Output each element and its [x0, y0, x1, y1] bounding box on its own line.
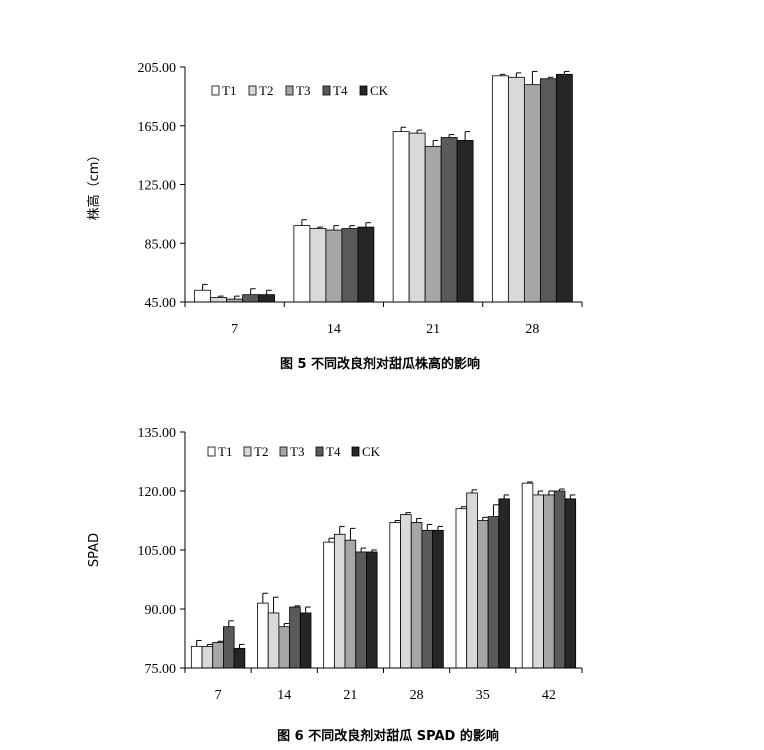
bar-ck-day-7: [258, 294, 276, 303]
legend-label-t2: T2: [254, 444, 268, 459]
bar-ck-day-28: [432, 529, 444, 669]
bar-t1-day-14: [257, 602, 269, 669]
bar-t2-day-35: [466, 492, 478, 669]
bar-t4-day-28: [539, 78, 557, 303]
bar-t3-day-7: [212, 642, 224, 669]
bar-t4-day-35: [487, 516, 500, 669]
bar-t4-day-7: [223, 626, 235, 669]
x-tick-label: 7: [231, 322, 238, 337]
bar-t3-day-14: [278, 626, 290, 669]
bar-t2-day-14: [267, 612, 280, 669]
legend-label-t2: T2: [259, 83, 273, 98]
bar-t2-day-28: [507, 76, 525, 303]
bar-t1-day-35: [455, 508, 468, 669]
bar-t2-day-7: [210, 297, 228, 303]
bar-t2-day-21: [333, 533, 346, 669]
x-tick-label: 35: [476, 688, 490, 703]
bar-t1-day-21: [323, 541, 335, 669]
y-tick-label: 90.00: [145, 603, 177, 618]
legend-swatch-t4: [315, 446, 324, 457]
y-tick-label: 135.00: [138, 426, 177, 441]
bar-t1-day-14: [293, 225, 311, 303]
bar-t3-day-35: [476, 520, 489, 669]
legend-label-ck: CK: [370, 83, 389, 98]
bar-t3-day-42: [543, 494, 555, 669]
figure-caption: 图 6 不同改良剂对甜瓜 SPAD 的影响: [277, 728, 499, 744]
x-tick-label: 21: [426, 322, 440, 337]
bar-t1-day-42: [521, 482, 534, 669]
legend-swatch-ck: [351, 446, 360, 457]
legend-label-t1: T1: [222, 83, 236, 98]
chart-spad: 75.00 90.00 105.00 120.00 135.00 7 14 21 28 35 42 T…: [87, 426, 583, 744]
y-tick-label: 125.00: [138, 179, 177, 194]
y-tick-label: 120.00: [138, 485, 177, 500]
bar-t4-day-42: [553, 490, 566, 669]
x-tick-label: 14: [327, 322, 341, 337]
legend-label-t4: T4: [333, 83, 348, 98]
chart-plant-height: 45.00 85.00 125.00 165.00 205.00 7 14 21 28 T1 T2 T…: [86, 61, 583, 372]
figure-caption: 图 5 不同改良剂对甜瓜株高的影响: [280, 356, 480, 372]
y-tick-label: 165.00: [138, 120, 177, 135]
x-tick-label: 42: [542, 688, 556, 703]
bar-t2-day-42: [532, 494, 544, 669]
bar-t3-day-14: [325, 229, 343, 303]
bar-ck-day-21: [456, 140, 474, 303]
x-tick-label: 14: [277, 688, 291, 703]
x-tick-label: 21: [343, 688, 357, 703]
bar-ck-day-14: [357, 226, 375, 303]
bar-t4-day-21: [355, 551, 367, 669]
bar-t4-day-28: [421, 529, 434, 669]
legend-swatch-t2: [248, 85, 257, 96]
bar-ck-day-42: [564, 498, 577, 669]
x-tick-label: 28: [410, 688, 424, 703]
bar-t1-day-7: [194, 289, 212, 303]
legend-swatch-t3: [279, 446, 288, 457]
y-tick-label: 45.00: [145, 296, 177, 311]
bar-t4-day-14: [289, 606, 301, 669]
bar-t3-day-21: [344, 539, 357, 669]
y-tick-label: 205.00: [138, 61, 177, 76]
y-tick-label: 105.00: [138, 544, 177, 559]
bar-t1-day-28: [491, 75, 509, 303]
legend-label-t4: T4: [326, 444, 341, 459]
bar-t2-day-14: [309, 228, 327, 303]
bar-t3-day-28: [523, 84, 541, 303]
x-tick-label: 7: [215, 688, 222, 703]
legend-swatch-t4: [322, 85, 331, 96]
legend-label-ck: CK: [362, 444, 381, 459]
bar-t3-day-21: [424, 145, 442, 303]
bar-t3-day-28: [410, 522, 423, 669]
y-axis-label: SPAD: [87, 533, 102, 567]
bar-t2-day-28: [400, 514, 412, 669]
bar-t1-day-21: [392, 131, 410, 303]
bar-t1-day-28: [389, 522, 401, 669]
bar-ck-day-28: [555, 73, 573, 303]
bar-t4-day-21: [440, 137, 458, 303]
legend-label-t1: T1: [218, 444, 232, 459]
y-tick-label: 75.00: [145, 662, 177, 677]
legend-swatch-t1: [207, 446, 216, 457]
bar-t2-day-21: [408, 132, 426, 303]
bar-t1-day-7: [190, 645, 203, 669]
bar-ck-day-14: [299, 612, 312, 669]
x-tick-label: 28: [525, 322, 539, 337]
legend-swatch-t3: [285, 85, 294, 96]
legend-swatch-t2: [243, 446, 252, 457]
legend-label-t3: T3: [296, 83, 310, 98]
bar-t4-day-7: [242, 294, 260, 303]
bar-ck-day-21: [366, 551, 378, 669]
bar-ck-day-7: [233, 647, 246, 669]
legend-swatch-ck: [359, 85, 368, 96]
legend-label-t3: T3: [290, 444, 304, 459]
bar-ck-day-35: [498, 498, 510, 669]
legend-swatch-t1: [211, 85, 220, 96]
y-axis-label: 株高（cm）: [86, 149, 102, 221]
bar-t4-day-14: [341, 228, 359, 303]
bar-t2-day-7: [201, 645, 214, 669]
y-tick-label: 85.00: [145, 237, 177, 252]
